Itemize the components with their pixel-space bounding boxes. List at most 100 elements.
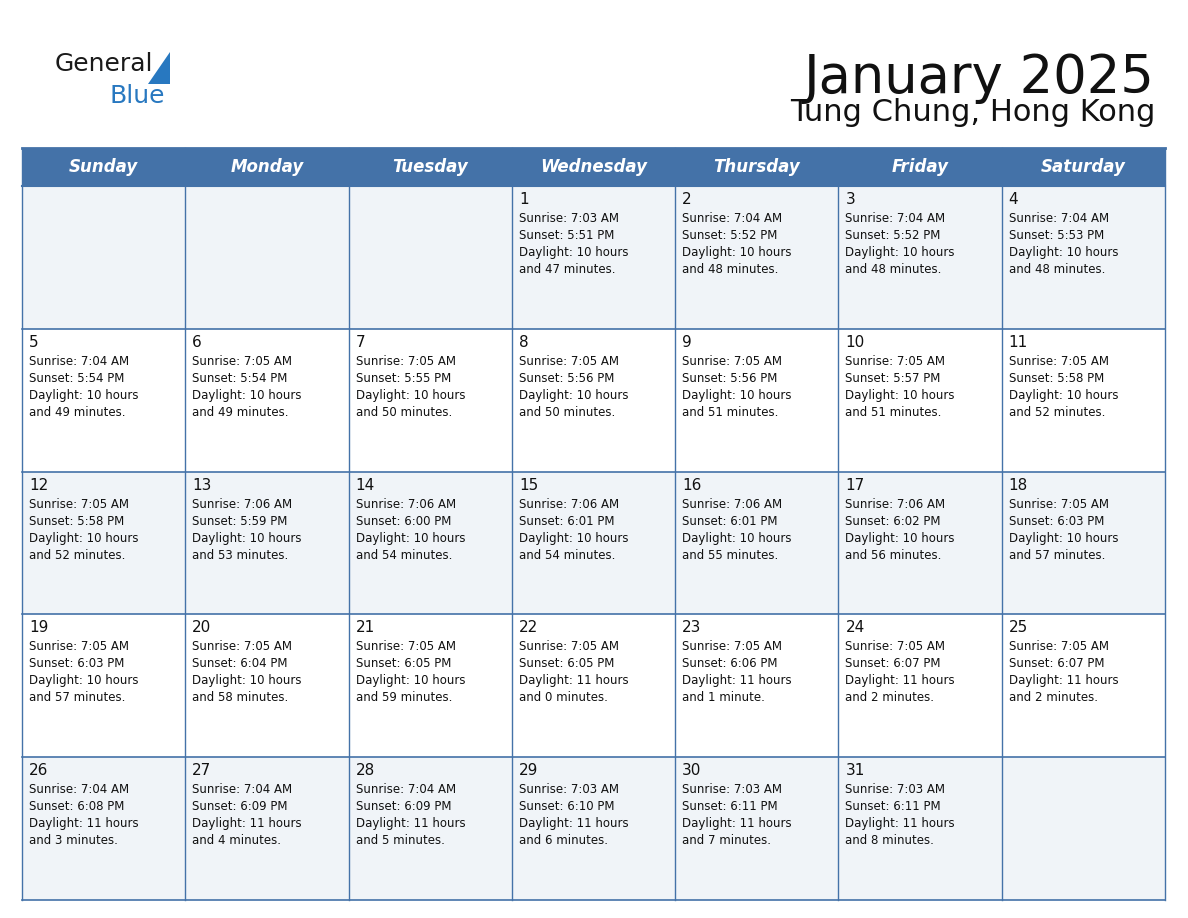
Text: Sunset: 6:08 PM: Sunset: 6:08 PM xyxy=(29,800,125,813)
Text: Daylight: 10 hours: Daylight: 10 hours xyxy=(1009,532,1118,544)
Text: 12: 12 xyxy=(29,477,49,493)
Text: Daylight: 10 hours: Daylight: 10 hours xyxy=(519,532,628,544)
Bar xyxy=(675,186,839,329)
Text: 21: 21 xyxy=(355,621,375,635)
Bar xyxy=(839,329,1001,472)
Text: 22: 22 xyxy=(519,621,538,635)
Text: Sunrise: 7:03 AM: Sunrise: 7:03 AM xyxy=(519,783,619,796)
Text: 31: 31 xyxy=(846,763,865,778)
Text: Saturday: Saturday xyxy=(1041,158,1126,176)
Text: and 51 minutes.: and 51 minutes. xyxy=(682,406,778,419)
Bar xyxy=(1001,329,1165,472)
Text: Daylight: 11 hours: Daylight: 11 hours xyxy=(1009,675,1118,688)
Text: and 54 minutes.: and 54 minutes. xyxy=(355,549,451,562)
Text: Daylight: 10 hours: Daylight: 10 hours xyxy=(29,389,139,402)
Text: 7: 7 xyxy=(355,335,365,350)
Text: and 48 minutes.: and 48 minutes. xyxy=(682,263,778,276)
Text: 27: 27 xyxy=(192,763,211,778)
Text: Sunrise: 7:04 AM: Sunrise: 7:04 AM xyxy=(29,783,129,796)
Text: Sunrise: 7:05 AM: Sunrise: 7:05 AM xyxy=(846,354,946,368)
Text: 24: 24 xyxy=(846,621,865,635)
Text: 28: 28 xyxy=(355,763,375,778)
Text: 3: 3 xyxy=(846,192,855,207)
Text: 26: 26 xyxy=(29,763,49,778)
Text: and 5 minutes.: and 5 minutes. xyxy=(355,834,444,847)
Text: Sunset: 5:52 PM: Sunset: 5:52 PM xyxy=(682,229,777,242)
Text: and 58 minutes.: and 58 minutes. xyxy=(192,691,289,704)
Text: and 50 minutes.: and 50 minutes. xyxy=(519,406,615,419)
Text: Wednesday: Wednesday xyxy=(541,158,647,176)
Text: Sunrise: 7:05 AM: Sunrise: 7:05 AM xyxy=(192,641,292,654)
Text: Sunrise: 7:05 AM: Sunrise: 7:05 AM xyxy=(1009,354,1108,368)
Bar xyxy=(185,757,348,900)
Text: Sunrise: 7:05 AM: Sunrise: 7:05 AM xyxy=(29,641,129,654)
Text: Sunset: 5:52 PM: Sunset: 5:52 PM xyxy=(846,229,941,242)
Text: Sunset: 6:00 PM: Sunset: 6:00 PM xyxy=(355,515,451,528)
Text: Daylight: 11 hours: Daylight: 11 hours xyxy=(682,817,791,830)
Text: and 50 minutes.: and 50 minutes. xyxy=(355,406,451,419)
Text: 14: 14 xyxy=(355,477,375,493)
Text: 9: 9 xyxy=(682,335,691,350)
Text: Daylight: 10 hours: Daylight: 10 hours xyxy=(1009,246,1118,259)
Text: Sunrise: 7:04 AM: Sunrise: 7:04 AM xyxy=(682,212,782,225)
Text: Sunrise: 7:05 AM: Sunrise: 7:05 AM xyxy=(519,641,619,654)
Text: Daylight: 10 hours: Daylight: 10 hours xyxy=(846,532,955,544)
Text: Sunset: 5:58 PM: Sunset: 5:58 PM xyxy=(29,515,125,528)
Text: Sunrise: 7:06 AM: Sunrise: 7:06 AM xyxy=(355,498,456,510)
Text: 8: 8 xyxy=(519,335,529,350)
Text: and 2 minutes.: and 2 minutes. xyxy=(846,691,935,704)
Text: Daylight: 10 hours: Daylight: 10 hours xyxy=(519,389,628,402)
Text: Daylight: 10 hours: Daylight: 10 hours xyxy=(846,246,955,259)
Bar xyxy=(23,148,1165,186)
Text: Sunset: 6:07 PM: Sunset: 6:07 PM xyxy=(1009,657,1104,670)
Text: Sunrise: 7:05 AM: Sunrise: 7:05 AM xyxy=(1009,498,1108,510)
Text: Sunset: 5:59 PM: Sunset: 5:59 PM xyxy=(192,515,287,528)
Text: 29: 29 xyxy=(519,763,538,778)
Text: Sunset: 5:51 PM: Sunset: 5:51 PM xyxy=(519,229,614,242)
Text: Sunset: 6:11 PM: Sunset: 6:11 PM xyxy=(682,800,778,813)
Text: Daylight: 10 hours: Daylight: 10 hours xyxy=(29,675,139,688)
Text: 13: 13 xyxy=(192,477,211,493)
Text: Tuesday: Tuesday xyxy=(392,158,468,176)
Bar xyxy=(185,472,348,614)
Text: Sunset: 6:11 PM: Sunset: 6:11 PM xyxy=(846,800,941,813)
Text: Daylight: 10 hours: Daylight: 10 hours xyxy=(1009,389,1118,402)
Text: and 56 minutes.: and 56 minutes. xyxy=(846,549,942,562)
Text: and 59 minutes.: and 59 minutes. xyxy=(355,691,451,704)
Text: Sunset: 6:02 PM: Sunset: 6:02 PM xyxy=(846,515,941,528)
Bar xyxy=(512,757,675,900)
Text: Daylight: 10 hours: Daylight: 10 hours xyxy=(192,389,302,402)
Text: and 6 minutes.: and 6 minutes. xyxy=(519,834,608,847)
Text: Sunrise: 7:04 AM: Sunrise: 7:04 AM xyxy=(192,783,292,796)
Bar xyxy=(23,757,185,900)
Text: and 4 minutes.: and 4 minutes. xyxy=(192,834,282,847)
Text: Sunrise: 7:05 AM: Sunrise: 7:05 AM xyxy=(1009,641,1108,654)
Text: and 55 minutes.: and 55 minutes. xyxy=(682,549,778,562)
Text: Sunset: 6:01 PM: Sunset: 6:01 PM xyxy=(519,515,614,528)
Text: 6: 6 xyxy=(192,335,202,350)
Bar xyxy=(1001,757,1165,900)
Text: Sunrise: 7:04 AM: Sunrise: 7:04 AM xyxy=(355,783,456,796)
Text: Sunrise: 7:06 AM: Sunrise: 7:06 AM xyxy=(192,498,292,510)
Polygon shape xyxy=(148,52,170,84)
Text: 17: 17 xyxy=(846,477,865,493)
Text: Monday: Monday xyxy=(230,158,304,176)
Bar xyxy=(675,614,839,757)
Text: Sunset: 5:58 PM: Sunset: 5:58 PM xyxy=(1009,372,1104,385)
Text: 2: 2 xyxy=(682,192,691,207)
Text: 25: 25 xyxy=(1009,621,1028,635)
Text: Tung Chung, Hong Kong: Tung Chung, Hong Kong xyxy=(790,98,1155,127)
Bar xyxy=(675,472,839,614)
Text: Sunset: 6:09 PM: Sunset: 6:09 PM xyxy=(192,800,287,813)
Bar xyxy=(512,329,675,472)
Bar xyxy=(23,329,185,472)
Text: Sunrise: 7:04 AM: Sunrise: 7:04 AM xyxy=(29,354,129,368)
Text: and 7 minutes.: and 7 minutes. xyxy=(682,834,771,847)
Text: Sunset: 6:09 PM: Sunset: 6:09 PM xyxy=(355,800,451,813)
Bar xyxy=(185,614,348,757)
Text: and 8 minutes.: and 8 minutes. xyxy=(846,834,934,847)
Text: Sunrise: 7:04 AM: Sunrise: 7:04 AM xyxy=(1009,212,1108,225)
Text: Sunrise: 7:05 AM: Sunrise: 7:05 AM xyxy=(355,354,455,368)
Text: 23: 23 xyxy=(682,621,702,635)
Text: Daylight: 11 hours: Daylight: 11 hours xyxy=(519,675,628,688)
